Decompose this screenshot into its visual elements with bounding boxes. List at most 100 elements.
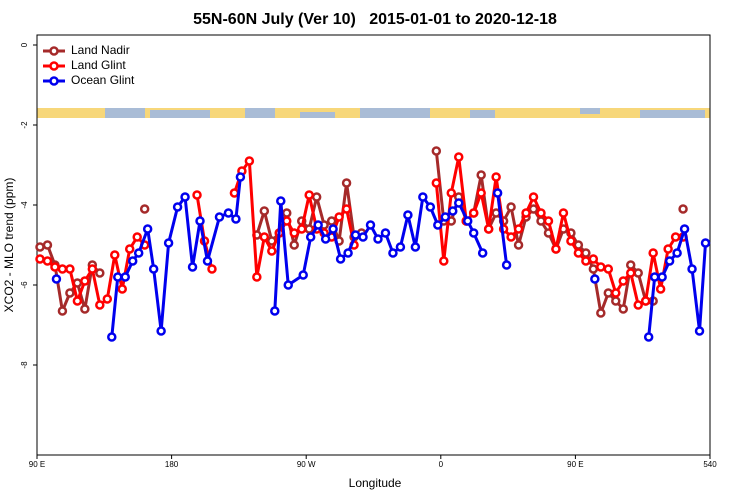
data-point [678, 204, 688, 214]
data-point [425, 202, 436, 212]
series [35, 146, 688, 318]
data-point [679, 224, 690, 234]
chart-title: 55N-60N July (Ver 10) 2015-01-01 to 2020… [193, 11, 557, 28]
data-point [433, 220, 443, 230]
data-point [625, 260, 636, 270]
data-point [334, 212, 344, 222]
data-point [282, 216, 292, 226]
data-point [276, 196, 286, 206]
data-point [664, 256, 675, 266]
data-point [117, 284, 127, 294]
data-point [244, 156, 255, 166]
data-point [528, 192, 539, 202]
data-point [670, 232, 681, 242]
data-point [672, 248, 682, 258]
data-point [87, 264, 98, 274]
data-point [42, 256, 53, 266]
data-point [50, 262, 60, 272]
data-point [365, 220, 376, 230]
data-point [643, 332, 654, 342]
data-point [120, 272, 130, 282]
data-point [536, 216, 546, 226]
x-tick-label: 90 E [29, 460, 45, 469]
data-point [296, 224, 307, 234]
data-point [476, 170, 486, 180]
data-point [492, 188, 503, 198]
data-point [581, 256, 591, 266]
y-tick-label: -2 [20, 121, 29, 129]
data-point [431, 146, 442, 156]
data-point [139, 204, 150, 214]
data-point [476, 188, 486, 198]
y-tick-label: -4 [20, 201, 29, 209]
data-point [403, 210, 413, 220]
data-point [410, 242, 421, 252]
data-point [124, 244, 135, 254]
data-point [648, 248, 658, 258]
data-point [625, 268, 636, 278]
data-point [431, 178, 442, 188]
data-point [640, 296, 651, 306]
data-point [259, 232, 270, 242]
data-point [223, 208, 234, 218]
data-point [551, 244, 561, 254]
map-strip [37, 108, 710, 118]
data-point [618, 304, 629, 314]
data-point [311, 192, 322, 202]
data-point [453, 152, 464, 162]
data-point [663, 244, 673, 254]
data-point [72, 296, 83, 306]
y-tick-label: -8 [20, 361, 29, 369]
data-point [283, 280, 294, 290]
data-point [453, 198, 464, 208]
data-point [187, 262, 198, 272]
data-point [282, 208, 292, 218]
data-point [51, 274, 62, 284]
data-point [700, 238, 711, 248]
data-point [107, 332, 117, 342]
data-point [649, 272, 660, 282]
legend-marker [49, 76, 59, 86]
data-point [501, 260, 512, 270]
series [51, 172, 711, 342]
data-point [513, 224, 524, 234]
data-point [633, 268, 643, 278]
data-point [513, 240, 524, 250]
data-point [163, 238, 174, 248]
data-point [180, 192, 190, 202]
data-point [418, 192, 428, 202]
data-point [42, 240, 53, 250]
data-point [65, 288, 75, 298]
data-point [252, 272, 262, 282]
data-point [192, 190, 202, 200]
data-point [80, 304, 90, 314]
data-point [235, 172, 246, 182]
data-point [65, 264, 75, 274]
data-point [506, 202, 516, 212]
data-point [132, 232, 142, 242]
legend-label: Ocean Glint [71, 73, 135, 87]
data-point [687, 264, 697, 274]
x-tick-label: 0 [439, 460, 444, 469]
data-point [468, 208, 479, 218]
data-point [358, 232, 368, 242]
data-point [566, 236, 576, 246]
data-point [657, 272, 667, 282]
data-point [440, 212, 451, 222]
data-point [289, 228, 299, 238]
data-point [468, 228, 479, 238]
data-point [543, 216, 554, 226]
data-point [341, 178, 352, 188]
data-point [214, 212, 225, 222]
x-tick-label: 90 W [297, 460, 316, 469]
data-point [694, 326, 705, 336]
data-point [588, 264, 599, 274]
data-point [127, 256, 138, 266]
data-point [536, 208, 546, 218]
data-point [395, 242, 406, 252]
data-point [304, 190, 314, 200]
legend-label: Land Glint [71, 58, 126, 72]
data-point [380, 228, 391, 238]
x-axis-label: Longitude [349, 476, 402, 490]
data-point [156, 326, 166, 336]
